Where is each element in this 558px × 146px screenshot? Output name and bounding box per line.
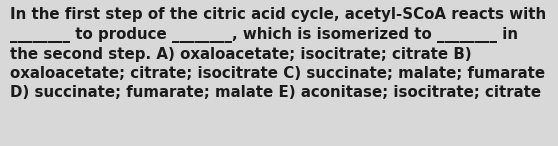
Text: In the first step of the citric acid cycle, acetyl-SCoA reacts with
________ to : In the first step of the citric acid cyc… bbox=[10, 7, 546, 100]
